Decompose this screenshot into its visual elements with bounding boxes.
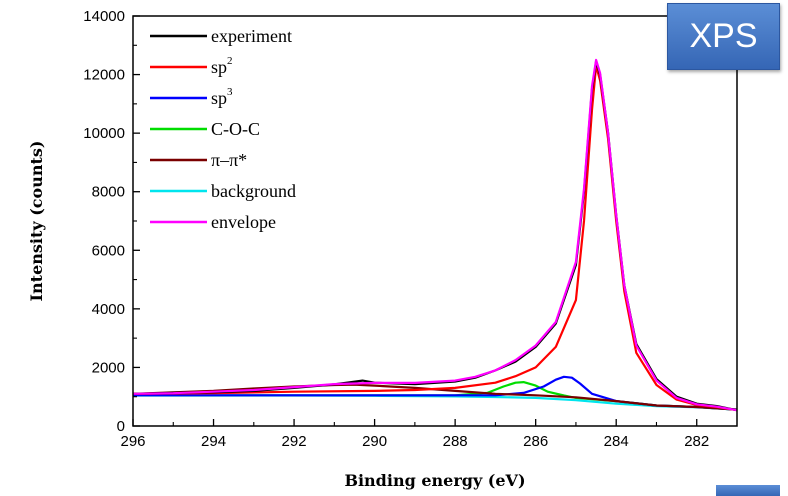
x-tick-label: 296 bbox=[120, 433, 145, 450]
corner-decoration bbox=[716, 485, 780, 496]
x-axis-title: Binding energy (eV) bbox=[344, 471, 525, 490]
axis-tick-labels: 296 294 292 290 288 286 284 282 0 2000 4000 6000 800… bbox=[83, 8, 709, 450]
axis-ticks bbox=[132, 15, 698, 427]
legend-label-text: C-O-C bbox=[211, 119, 260, 139]
legend-label-text: sp bbox=[211, 88, 227, 108]
legend-label-superscript: 3 bbox=[227, 86, 233, 98]
x-tick-label: 294 bbox=[201, 433, 226, 450]
series-line-6 bbox=[132, 58, 738, 412]
y-tick-label: 2000 bbox=[92, 359, 125, 376]
legend-label: sp2 bbox=[211, 55, 233, 77]
legend-label-superscript: 2 bbox=[227, 55, 233, 67]
legend: experimentsp2sp3C-O-Cπ–π*backgroundenvel… bbox=[150, 26, 296, 232]
x-tick-label: 292 bbox=[282, 433, 307, 450]
series-line-0 bbox=[132, 60, 738, 412]
y-tick-label: 8000 bbox=[92, 184, 125, 201]
y-tick-label: 14000 bbox=[83, 8, 125, 25]
x-tick-label: 290 bbox=[362, 433, 387, 450]
legend-label-text: π–π* bbox=[211, 150, 247, 170]
y-tick-label: 12000 bbox=[83, 67, 125, 84]
y-axis-title: Intensity (counts) bbox=[27, 141, 46, 302]
legend-label-text: experiment bbox=[211, 26, 292, 46]
x-tick-label: 288 bbox=[443, 433, 468, 450]
chart-curves bbox=[132, 58, 738, 412]
series-line-1 bbox=[132, 64, 738, 412]
legend-label-text: envelope bbox=[211, 212, 276, 232]
xps-badge: XPS bbox=[667, 3, 780, 70]
legend-label: experiment bbox=[211, 26, 292, 46]
legend-label: π–π* bbox=[211, 150, 247, 170]
y-tick-label: 4000 bbox=[92, 301, 125, 318]
x-tick-label: 284 bbox=[604, 433, 629, 450]
y-tick-label: 0 bbox=[117, 418, 125, 435]
x-tick-label: 286 bbox=[523, 433, 548, 450]
y-tick-label: 6000 bbox=[92, 242, 125, 259]
legend-label: background bbox=[211, 181, 296, 201]
x-tick-label: 282 bbox=[684, 433, 709, 450]
legend-label-text: sp bbox=[211, 57, 227, 77]
series-line-5 bbox=[133, 394, 738, 411]
legend-label: C-O-C bbox=[211, 119, 260, 139]
y-tick-label: 10000 bbox=[83, 125, 125, 142]
legend-label: sp3 bbox=[211, 86, 233, 108]
legend-label: envelope bbox=[211, 212, 276, 232]
xps-badge-label: XPS bbox=[689, 17, 758, 55]
legend-label-text: background bbox=[211, 181, 296, 201]
